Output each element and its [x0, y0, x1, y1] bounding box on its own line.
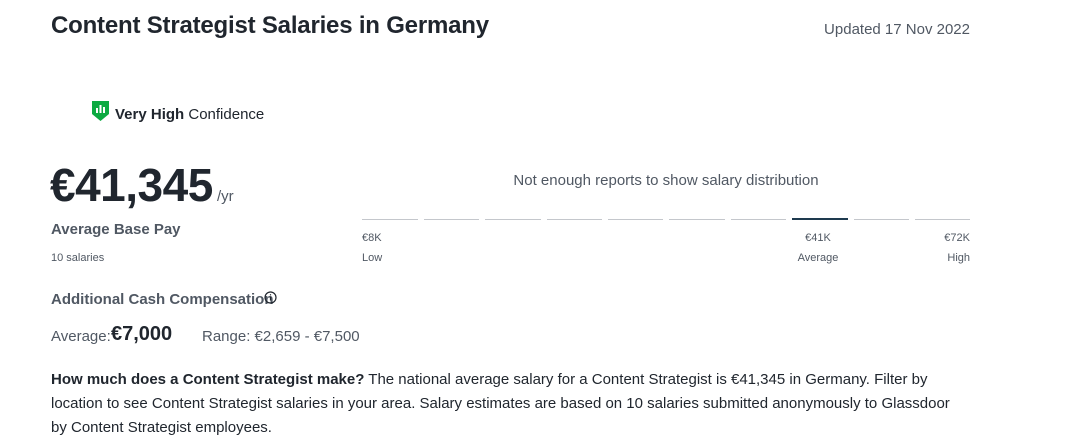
low-label: Low: [362, 252, 383, 264]
average-label: Average:: [51, 328, 111, 345]
cash-range: Range: €2,659 - €7,500: [202, 328, 360, 345]
segment: [731, 219, 786, 220]
additional-title: Additional Cash Compensation: [51, 291, 274, 308]
segment: [608, 219, 663, 220]
confidence: Very High Confidence: [115, 106, 264, 123]
average-value: €41K: [805, 232, 831, 244]
high-value: €72K: [944, 232, 970, 244]
segment: [547, 219, 602, 220]
segment-active: [792, 218, 848, 220]
segment: [669, 219, 725, 220]
segment: [362, 219, 418, 220]
confidence-icon: [92, 101, 109, 121]
distribution-message: Not enough reports to show salary distri…: [513, 172, 819, 189]
average-pay: €41,345: [50, 159, 213, 211]
description-question: How much does a Content Strategist make?: [51, 371, 365, 388]
salary-count: 10 salaries: [51, 252, 105, 264]
pay-unit: /yr: [217, 188, 234, 205]
description: How much does a Content Strategist make?…: [51, 368, 966, 440]
low-value: €8K: [362, 232, 382, 244]
confidence-label: Confidence: [188, 106, 265, 123]
segment: [485, 219, 541, 220]
info-icon[interactable]: [264, 291, 277, 304]
page-title: Content Strategist Salaries in Germany: [51, 12, 489, 39]
average-label: Average: [797, 252, 839, 264]
pay-label: Average Base Pay: [51, 221, 181, 238]
segment: [915, 219, 970, 220]
segment: [424, 219, 479, 220]
confidence-level: Very High: [115, 106, 185, 123]
high-label: High: [947, 252, 970, 264]
segment: [854, 219, 909, 220]
description-answer: The national average salary for a Conten…: [51, 371, 950, 436]
average-cash: €7,000: [111, 323, 173, 345]
updated-date: Updated 17 Nov 2022: [824, 21, 970, 38]
